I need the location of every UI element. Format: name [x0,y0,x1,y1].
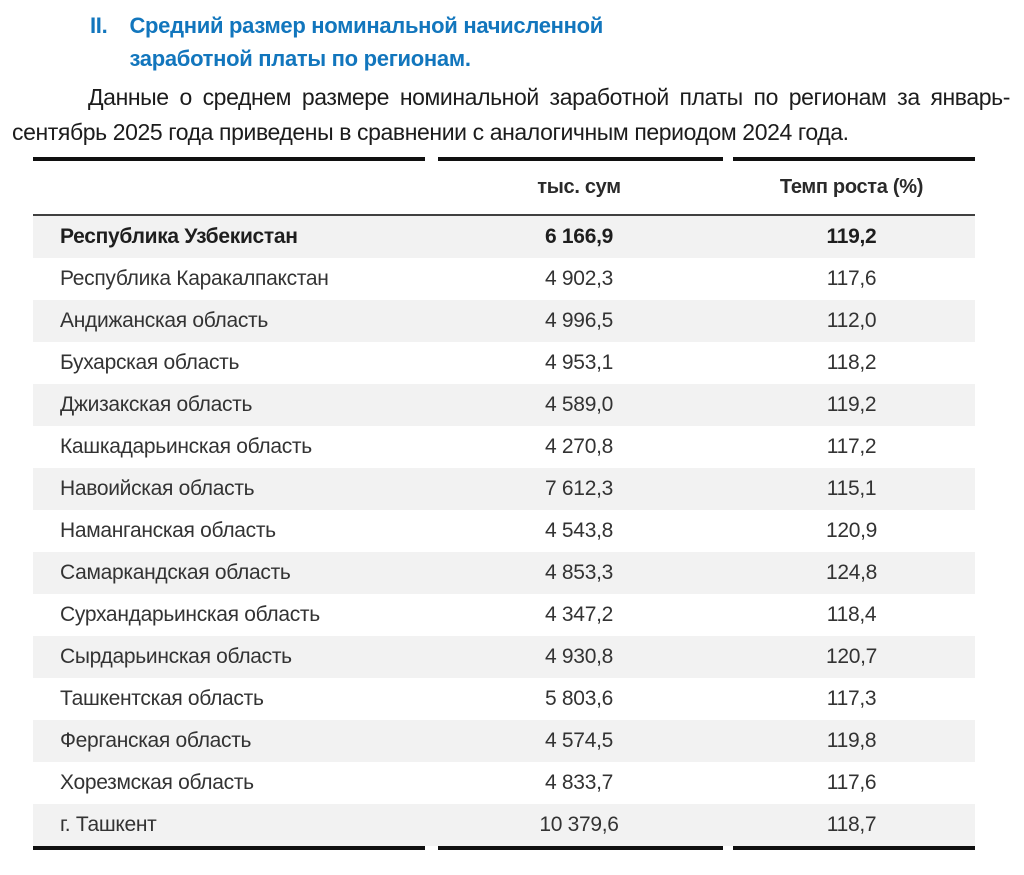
growth-cell: 120,7 [825,645,878,668]
wages-table: тыс. сум Темп роста (%) Республика Узбек… [33,161,975,846]
region-name-cell: Хорезмская область [60,771,254,794]
region-name-cell: Самаркандская область [60,561,291,584]
growth-cell: 115,1 [826,477,877,500]
section-number: II. [90,13,108,38]
table-row: Наманганская область 4 543,8 120,9 [33,510,975,552]
table-row: Ташкентская область 5 803,6 117,3 [33,678,975,720]
table-header: тыс. сум Темп роста (%) [33,161,975,216]
section-heading: II. Средний размер номинальной начисленн… [90,9,1024,75]
growth-cell: 117,3 [826,687,877,710]
value-cell: 4 996,5 [545,309,613,332]
growth-cell: 118,7 [826,813,877,836]
region-name-cell: Ташкентская область [60,687,264,710]
document-page: II. Средний размер номинальной начисленн… [0,9,1024,875]
table-row: Андижанская область 4 996,5 112,0 [33,300,975,342]
growth-cell: 117,6 [826,267,877,290]
growth-cell: 120,9 [825,519,878,542]
value-cell: 5 803,6 [545,687,613,710]
value-cell: 10 379,6 [539,813,619,836]
growth-cell: 112,0 [826,309,877,332]
growth-cell: 119,8 [826,729,877,752]
value-cell: 4 930,8 [545,645,613,668]
table-row: Самаркандская область 4 853,3 124,8 [33,552,975,594]
region-name-cell: Андижанская область [60,309,269,332]
region-name-cell: Сырдарьинская область [60,645,292,668]
value-cell: 4 853,3 [545,561,613,584]
section-title: Средний размер номинальной начисленной з… [129,13,603,71]
table-row: Кашкадарьинская область 4 270,8 117,2 [33,426,975,468]
table-row: Джизакская область 4 589,0 119,2 [33,384,975,426]
value-cell: 4 574,5 [545,729,613,752]
value-cell: 4 543,8 [545,519,613,542]
table-body: Республика Узбекистан 6 166,9 119,2 Республ… [33,215,975,846]
value-cell: 4 902,3 [545,267,613,290]
region-name-cell: г. Ташкент [60,813,157,836]
table-row: Бухарская область 4 953,1 118,2 [33,342,975,384]
growth-cell: 118,2 [826,351,877,374]
value-cell: 4 589,0 [545,393,613,416]
value-cell: 4 953,1 [545,351,613,374]
growth-cell: 124,8 [825,561,878,584]
region-name-cell: Навоийская область [60,477,255,500]
table-row: Навоийская область 7 612,3 115,1 [33,468,975,510]
region-name-cell: Республика Узбекистан [60,225,298,248]
value-cell: 4 270,8 [545,435,613,458]
table-top-border [33,157,975,161]
table-bottom-border [33,846,975,850]
header-thousand-sum: тыс. сум [430,161,728,216]
value-cell: 4 347,2 [545,603,613,626]
table-row: Республика Каракалпакстан 4 902,3 117,6 [33,258,975,300]
wages-table-container: тыс. сум Темп роста (%) Республика Узбек… [33,157,975,850]
table-row: Ферганская область 4 574,5 119,8 [33,720,975,762]
table-row: г. Ташкент 10 379,6 118,7 [33,804,975,846]
region-name-cell: Республика Каракалпакстан [60,267,329,290]
value-cell: 7 612,3 [545,477,613,500]
growth-cell: 119,2 [826,225,877,248]
region-name-cell: Джизакская область [60,393,253,416]
region-name-cell: Наманганская область [60,519,276,542]
table-row: Республика Узбекистан 6 166,9 119,2 [33,215,975,258]
region-name-cell: Ферганская область [60,729,252,752]
growth-cell: 119,2 [826,393,877,416]
growth-cell: 118,4 [826,603,877,626]
value-cell: 6 166,9 [545,225,613,248]
region-name-cell: Кашкадарьинская область [60,435,312,458]
header-growth-rate: Темп роста (%) [728,161,975,216]
value-cell: 4 833,7 [545,771,613,794]
growth-cell: 117,2 [826,435,877,458]
region-name-cell: Бухарская область [60,351,240,374]
intro-paragraph: Данные о среднем размере номинальной зар… [12,84,1010,145]
table-row: Сырдарьинская область 4 930,8 120,7 [33,636,975,678]
region-name-cell: Сурхандарьинская область [60,603,320,626]
table-row: Хорезмская область 4 833,7 117,6 [33,762,975,804]
growth-cell: 117,6 [826,771,877,794]
header-region [33,161,430,216]
table-row: Сурхандарьинская область 4 347,2 118,4 [33,594,975,636]
